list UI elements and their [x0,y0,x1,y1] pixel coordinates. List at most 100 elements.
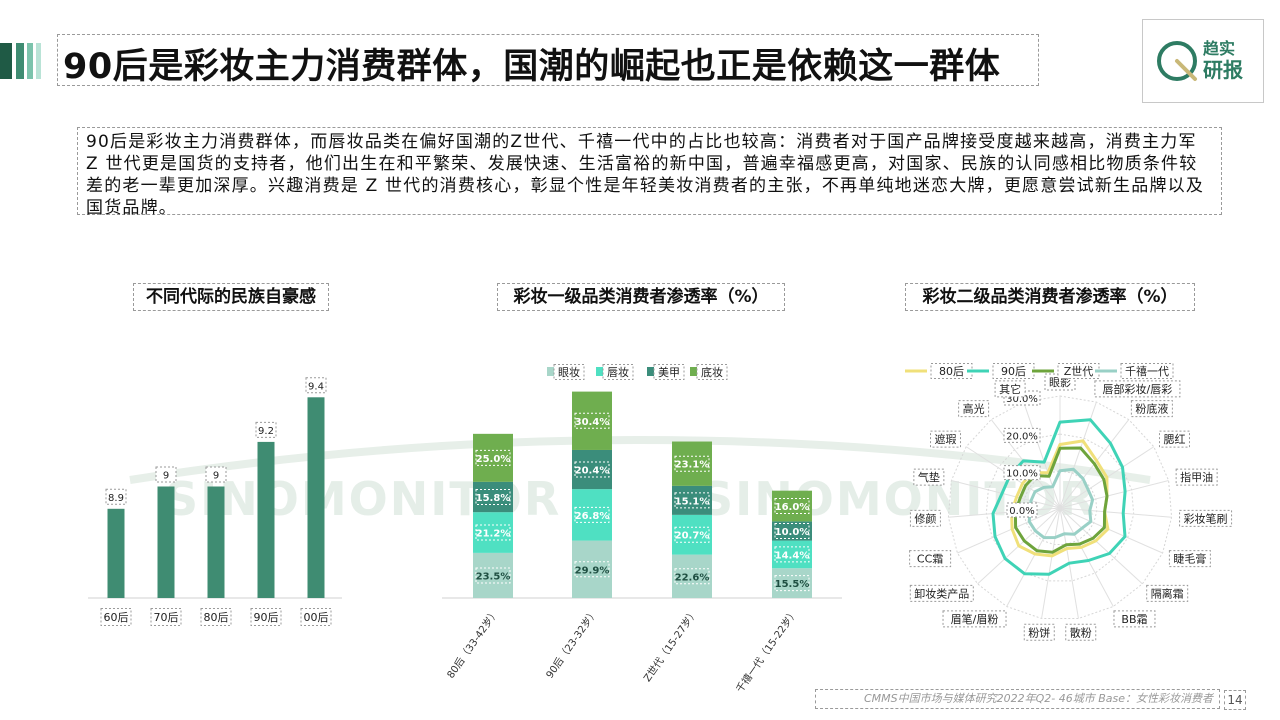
chart2-value-label-box [674,492,710,509]
chart3-legend-label: Z世代 [1064,365,1094,378]
chart3-axis-label: 眉笔/眉粉 [951,612,999,626]
page-number: 14 [1224,690,1246,710]
chart2-value-label: 25.0% [476,454,511,465]
chart2-title: 彩妆一级品类消费者渗透率（%） [497,283,785,311]
brand-logo: 趋实 研报 [1142,19,1264,103]
chart2-value-label-box [674,455,710,472]
chart3-axis-label: 睫毛膏 [1173,552,1206,566]
chart2-category-label: 千禧一代（15-22岁） [733,606,800,695]
chart2-value-label: 21.2% [476,529,511,540]
chart3-axis-label: 粉底液 [1135,402,1168,416]
chart2-value-label-box [674,526,710,543]
chart1-value-label-box [255,421,277,438]
chart1-value-label: 9 [213,471,219,482]
chart3-axis-label: 粉饼 [1028,625,1050,639]
chart2-value-label: 26.8% [575,511,610,522]
chart2-legend-swatch [596,367,603,376]
chart2-value-label-box [475,567,511,584]
chart3-spoke [1041,507,1061,619]
chart2-legend-label-box [696,364,728,380]
chart2-value-label: 15.8% [476,493,511,504]
chart3-axis-label-box [1175,468,1218,486]
chart2-value-label-box [674,568,710,585]
chart3-spoke [957,507,1061,554]
chart3-axis-label-box [1168,550,1211,568]
chart2-legend-label: 唇妆 [607,366,629,379]
chart3-axis-label-box [1179,509,1233,527]
chart2-value-label-box [475,524,511,541]
chart3-axis-label-box [909,584,974,602]
source-note: CMMS中国市场与媒体研究2022年Q2- 46城市 Base：女性彩妆消费者 [815,689,1220,709]
chart3-title: 彩妆二级品类消费者渗透率（%） [905,283,1195,311]
chart1-bar-00后 [307,397,325,598]
chart3-tick-label-box [1006,502,1038,518]
chart1-category-label-box [100,608,132,626]
chart2-value-label: 23.5% [476,571,511,582]
chart3-axis-label-box [909,550,952,568]
chart3-series-80后 [1010,439,1110,558]
chart3-axis-label: 遮瑕 [935,432,957,446]
chart2-legend-label: 底妆 [701,365,723,379]
chart2-category-label: 90后（23-32岁） [543,606,601,680]
chart3-spoke [1023,401,1061,509]
chart2-category-label: Z世代（15-27岁） [641,606,701,684]
chart2-value-label-box [774,546,810,563]
chart3-series-Z世代 [1013,446,1109,554]
chart3-axis-label-box [1094,380,1181,398]
chart3-tick-label: 10.0% [1006,469,1038,480]
chart3-axis-label-box [913,468,945,486]
chart2-value-label-box [475,449,511,466]
chart2-legend-label-box [553,364,585,380]
chart3-axis-label-box [942,610,1007,628]
chart2-value-label-box [774,498,810,515]
logo-text-line2: 研报 [1203,58,1243,82]
chart3-spoke [1059,507,1114,607]
watermark-arc [129,436,1151,484]
chart3-radar-chart: 0.0% 10.0% 20.0% 30.0% 眼影 唇部彩妆/唇彩粉底液腮红指甲油彩妆笔刷… [905,363,1233,641]
chart2-value-label: 15.5% [775,579,810,590]
chart1-category-label-box [150,608,182,626]
chart2-value-label-box [574,561,610,578]
chart3-axis-label: 眼影 [1049,376,1071,389]
chart1-category-label-box [200,608,232,626]
chart3-axis-label: BB霜 [1121,613,1147,626]
chart3-spoke [948,507,1061,518]
chart1-bar-70后 [157,486,175,598]
chart3-axis-label: 唇部彩妆/唇彩 [1103,382,1173,396]
chart3-spoke [1059,507,1172,518]
chart1-category-label-box [300,608,332,626]
chart2-value-label-box [574,412,610,429]
chart1-category-label-box [250,608,282,626]
chart2-legend-label-box [653,364,685,380]
chart2-value-label: 10.0% [775,527,810,538]
chart3-axis-label-box [1158,430,1190,448]
chart1-bar-80后 [207,486,225,598]
chart2-value-label-box [475,489,511,506]
chart2-value-label: 30.4% [575,417,610,428]
chart2-category-label: 80后（33-42岁） [444,606,502,680]
chart2-value-label: 29.9% [575,565,610,576]
chart2-legend-swatch [547,367,554,376]
chart3-spoke [1059,507,1143,585]
chart1-bar-90后 [257,441,275,598]
chart3-tick-label: 20.0% [1006,431,1038,442]
chart2-value-label-box [774,522,810,539]
chart3-axis-label-box [1065,623,1097,641]
chart3-axis-label: 高光 [963,402,985,416]
chart3-axis-label-box [1146,584,1189,602]
chart1-title: 不同代际的民族自豪感 [133,283,329,311]
chart3-series-千禧一代 [1027,467,1095,540]
chart3-axis-label: 隔离霜 [1151,586,1184,600]
chart1-value-label-box [305,377,327,394]
chart3-axis-label: 彩妆笔刷 [1184,511,1228,525]
chart2-legend-swatch [647,367,654,376]
chart3-axis-label: 腮红 [1163,433,1185,446]
chart3-legend-label: 千禧一代 [1125,365,1169,378]
chart2-legend-swatch [690,367,697,376]
chart3-spoke [1059,480,1169,509]
chart3-axis-label: CC霜 [917,553,943,566]
chart3-tick-label-box [1003,465,1041,481]
chart2-value-label: 16.0% [775,502,810,513]
chart1-value-label: 8.9 [108,493,124,504]
chart1-pride-bar-chart: 8.9 60后 9 70后 9 80后 9.2 90后 9.4 00后 [88,377,342,626]
